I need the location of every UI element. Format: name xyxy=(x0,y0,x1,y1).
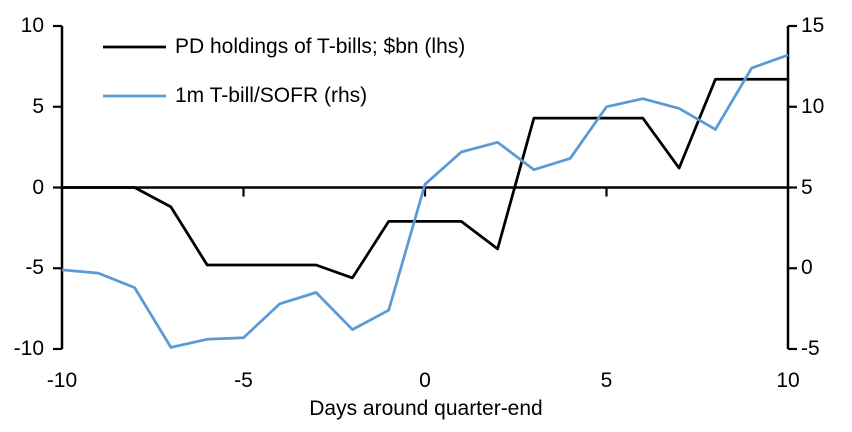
tick-label: -5 xyxy=(801,337,820,360)
legend-line-tbill-sofr-icon xyxy=(103,94,166,98)
legend-line-pd-holdings-icon xyxy=(103,45,166,49)
tick-label: 0 xyxy=(32,175,44,199)
tick-label: -10 xyxy=(46,369,78,392)
tick-label: 10 xyxy=(801,94,825,118)
series-line-pd-holdings xyxy=(62,77,788,280)
legend-label-pd-holdings: PD holdings of T-bills; $bn (lhs) xyxy=(175,35,466,58)
tick-label: 15 xyxy=(801,14,825,37)
tick-label: -10 xyxy=(13,337,44,360)
legend-item-tbill-sofr: 1m T-bill/SOFR (rhs) xyxy=(103,85,465,107)
x-axis-title: Days around quarter-end xyxy=(309,397,543,420)
tick-label: -5 xyxy=(25,256,44,280)
tick-label: 5 xyxy=(801,175,813,199)
legend-item-pd-holdings: PD holdings of T-bills; $bn (lhs) xyxy=(103,36,465,58)
tick-label: 5 xyxy=(32,94,44,118)
tick-label: 0 xyxy=(801,256,813,280)
tick-label: -5 xyxy=(234,369,253,392)
series-line-tbill-sofr xyxy=(61,53,789,349)
tick-label: 10 xyxy=(20,14,44,37)
tick-label: 0 xyxy=(419,369,431,392)
legend-label-tbill-sofr: 1m T-bill/SOFR (rhs) xyxy=(175,84,368,107)
tick-label: 5 xyxy=(600,369,613,392)
tick-label: 10 xyxy=(776,369,800,392)
legend: PD holdings of T-bills; $bn (lhs) 1m T-b… xyxy=(103,36,465,134)
